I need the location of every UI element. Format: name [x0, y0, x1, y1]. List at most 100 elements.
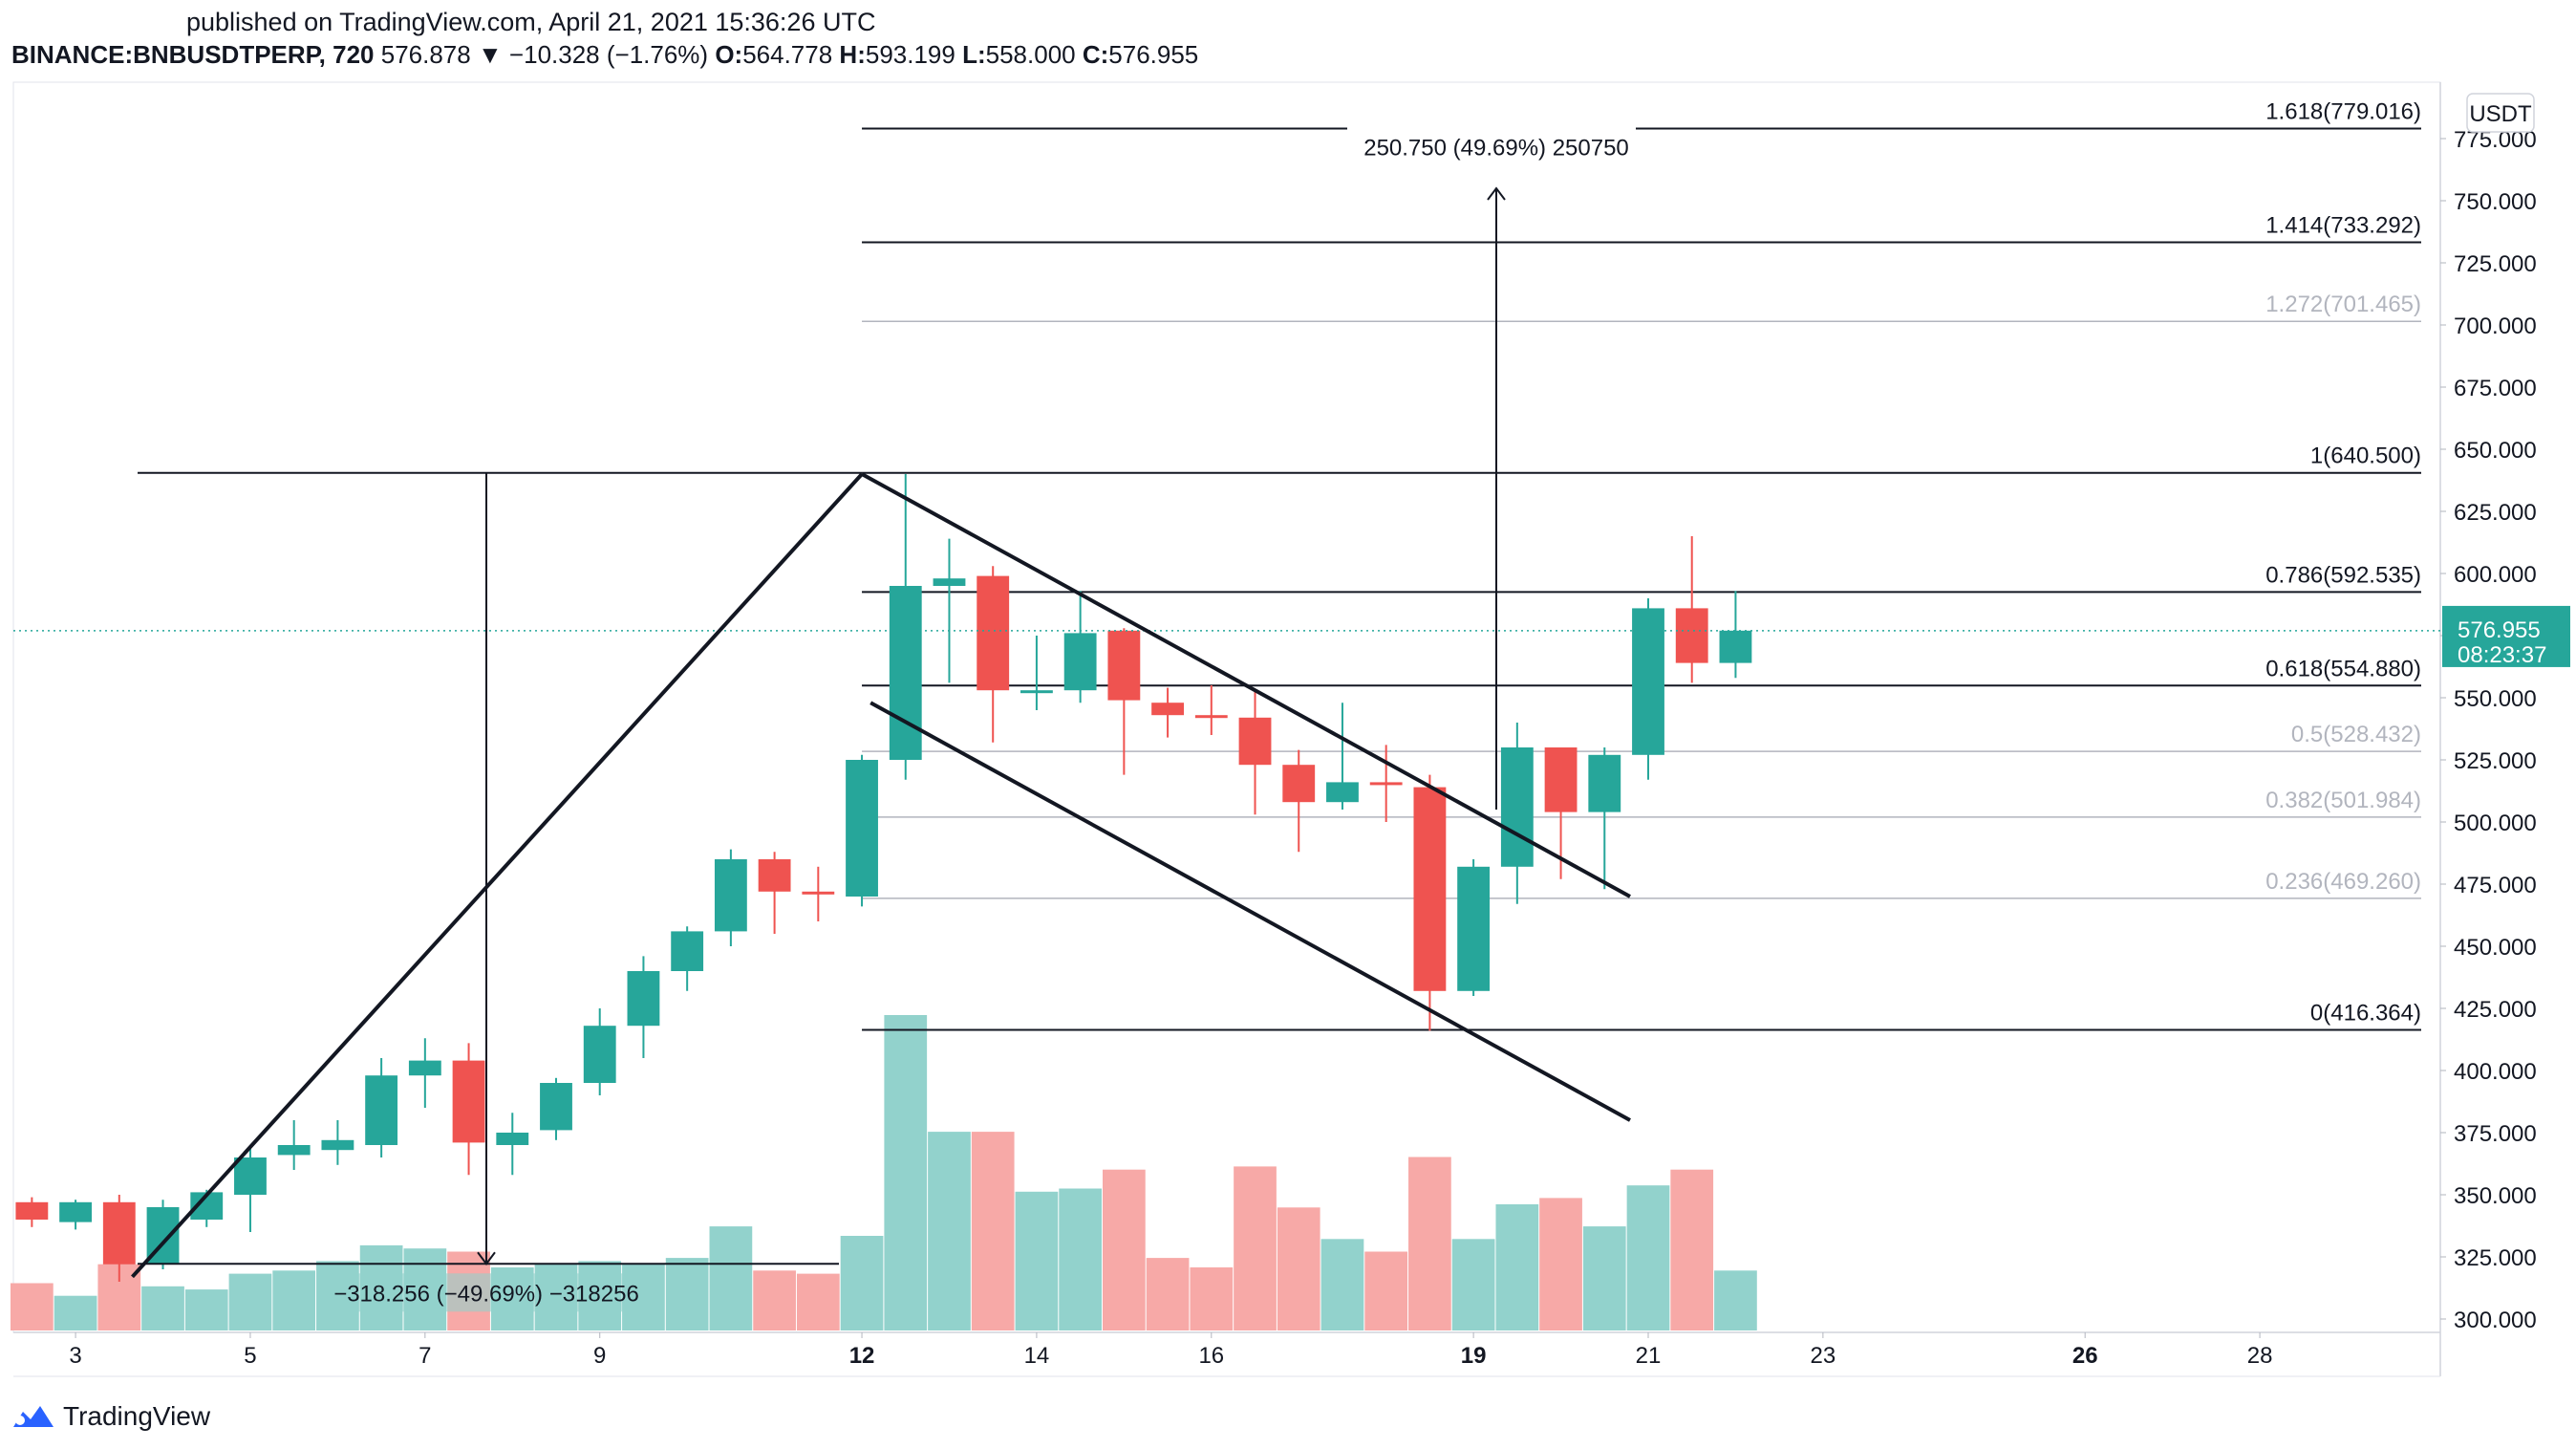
candle	[15, 1197, 49, 1227]
candle-body	[933, 578, 966, 586]
symbol-name[interactable]: BINANCE:BNBUSDTPERP, 720	[11, 40, 375, 69]
candle	[102, 1195, 136, 1282]
candle-body	[1020, 690, 1053, 694]
volume-bar	[928, 1132, 971, 1330]
price-tick-label: 350.000	[2454, 1183, 2537, 1209]
volume-bar	[796, 1273, 840, 1330]
fib-level-label: 0.382(501.984)	[2265, 788, 2421, 813]
time-tick-label: 14	[1024, 1343, 1050, 1369]
price-change: −10.328 (−1.76%)	[508, 40, 709, 69]
volume-bar	[272, 1270, 316, 1330]
open-label: O:	[715, 40, 743, 69]
candle	[1457, 859, 1491, 996]
candle	[1675, 536, 1708, 683]
channel-upper-trendline[interactable]	[861, 472, 1631, 898]
close-label: C:	[1082, 40, 1109, 69]
candle-body	[758, 859, 791, 892]
candle	[714, 849, 747, 946]
currency-badge[interactable]	[2466, 93, 2535, 133]
currency-badge-label: USDT	[2469, 101, 2532, 127]
candle-body	[1675, 608, 1708, 663]
time-tick-label: 28	[2247, 1343, 2273, 1369]
last-price: 576.878	[380, 40, 471, 69]
candle	[234, 1145, 267, 1232]
candle	[1326, 703, 1359, 810]
candle	[758, 852, 791, 934]
price-tick-label: 625.000	[2454, 500, 2537, 526]
symbol-legend: BINANCE:BNBUSDTPERP, 720 576.878 ▼ −10.3…	[11, 40, 1198, 70]
close-value: 576.955	[1108, 40, 1199, 69]
candle-body	[1719, 630, 1752, 663]
candle	[846, 754, 878, 907]
volume-bar	[1015, 1191, 1059, 1330]
price-tick-label: 550.000	[2454, 686, 2537, 712]
price-tick-label: 750.000	[2454, 189, 2537, 215]
tradingview-logo[interactable]: TradingView	[11, 1401, 210, 1432]
candle	[496, 1113, 529, 1176]
change-arrow-icon: ▼	[477, 40, 503, 69]
volume-bar	[54, 1295, 97, 1330]
volume-bar	[1364, 1251, 1408, 1330]
candle-body	[1151, 703, 1184, 716]
candle	[1238, 690, 1272, 815]
volume-bar	[1190, 1267, 1234, 1330]
candle-body	[1063, 633, 1097, 691]
candle-body	[102, 1201, 136, 1265]
candle-body	[802, 891, 835, 895]
candle	[583, 1008, 616, 1095]
candle	[627, 956, 660, 1058]
candle-body	[59, 1201, 92, 1222]
candle	[365, 1058, 398, 1157]
volume-bar	[1670, 1169, 1714, 1330]
volume-bar	[709, 1226, 753, 1330]
candle	[1632, 598, 1664, 780]
volume-bar	[1539, 1198, 1582, 1330]
drawings[interactable]: −318.256 (−49.69%) −318256 250.750 (49.69…	[13, 136, 2440, 1312]
candle	[671, 926, 704, 991]
volume-bar	[971, 1132, 1015, 1330]
fib-level-label: 0.236(469.260)	[2265, 869, 2421, 895]
volume-bar	[1059, 1188, 1102, 1330]
price-tick-label: 525.000	[2454, 748, 2537, 774]
time-tick-label: 12	[849, 1343, 875, 1369]
measure-down-label: −318.256 (−49.69%) −318256	[333, 1281, 639, 1307]
candle-body	[452, 1060, 485, 1143]
price-axis[interactable]: 300.000 325.000 350.000 375.000 400.000 425.0…	[2440, 93, 2570, 1333]
volume-bar	[1582, 1226, 1626, 1330]
volume-bar	[228, 1273, 272, 1330]
volume-bar	[11, 1283, 54, 1330]
price-tick-label: 450.000	[2454, 935, 2537, 961]
candle-body	[408, 1060, 441, 1076]
flagpole-trendline[interactable]	[131, 472, 864, 1279]
candle-body	[277, 1145, 311, 1156]
open-value: 564.778	[742, 40, 833, 69]
candle	[1020, 636, 1053, 710]
fib-level-label: 1(640.500)	[2310, 443, 2421, 469]
candle	[1588, 747, 1621, 890]
candle-body	[1369, 782, 1403, 786]
fibonacci-levels[interactable]: 1.618(779.016) 1.414(733.292) 1.272(701.46…	[862, 99, 2421, 1031]
arrow-up-icon	[1487, 186, 1506, 201]
arrow-down-icon	[477, 1251, 496, 1265]
volume-bar	[1714, 1270, 1757, 1330]
candle	[933, 538, 966, 683]
candlesticks	[15, 474, 1752, 1282]
candle	[408, 1038, 441, 1108]
candle-body	[1457, 866, 1491, 991]
candle	[1282, 749, 1316, 853]
price-tick-label: 675.000	[2454, 376, 2537, 401]
time-axis[interactable]: 3 5 7 9 12 14 16 19 21 23 26 28	[69, 1332, 2272, 1369]
volume-bar	[884, 1015, 928, 1330]
candle-body	[540, 1083, 572, 1131]
volume-bar	[1320, 1239, 1364, 1330]
measure-up-label: 250.750 (49.69%) 250750	[1363, 136, 1629, 162]
measure-down-label-bg	[336, 1273, 634, 1312]
candle	[452, 1043, 485, 1176]
price-tick-label: 375.000	[2454, 1121, 2537, 1147]
channel-lower-trendline[interactable]	[869, 701, 1631, 1122]
last-price-badge[interactable]	[2442, 605, 2570, 667]
price-tick-label: 725.000	[2454, 251, 2537, 277]
candle-body	[15, 1201, 49, 1220]
high-label: H:	[839, 40, 866, 69]
